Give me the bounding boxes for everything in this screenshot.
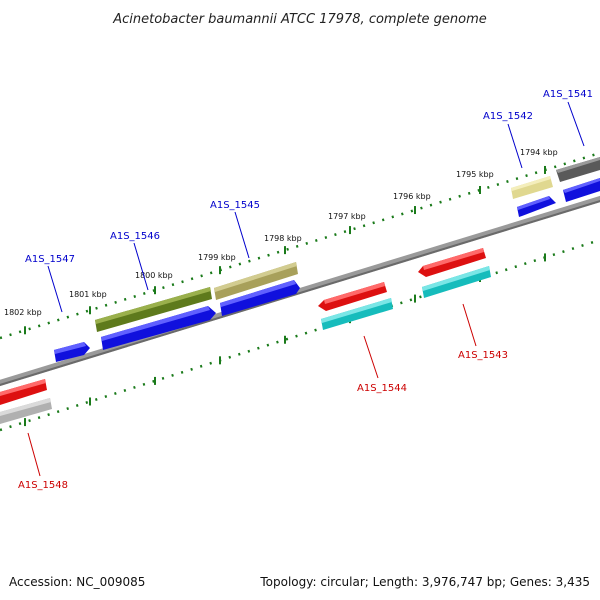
accession-text: Accession: NC_009085 (9, 575, 145, 589)
gene-labels: A1S_1541 A1S_1542 A1S_1545 A1S_1546 A1S_… (18, 89, 593, 491)
tick-label: 1800 kbp (135, 271, 173, 280)
lower-features (0, 248, 491, 424)
feature-blue-1542[interactable] (517, 196, 556, 217)
genome-summary-text: Topology: circular; Length: 3,976,747 bp… (259, 575, 590, 589)
tick-label: 1795 kbp (456, 170, 494, 179)
tick-label: 1799 kbp (198, 253, 236, 262)
tick-label: 1797 kbp (328, 212, 366, 221)
leader-lines (27, 101, 585, 477)
feature-blue-1545[interactable] (220, 280, 300, 316)
gene-label-a1s-1547[interactable]: A1S_1547 (25, 254, 75, 265)
map-title: Acinetobacter baumannii ATCC 17978, comp… (112, 12, 487, 27)
feature-khaki-1542[interactable] (511, 176, 553, 199)
gene-label-a1s-1548[interactable]: A1S_1548 (18, 480, 68, 491)
feature-blue-1546[interactable] (101, 306, 216, 350)
upper-features (54, 157, 600, 362)
gene-label-a1s-1546[interactable]: A1S_1546 (110, 231, 160, 242)
gene-label-a1s-1544[interactable]: A1S_1544 (357, 383, 407, 394)
tick-label: 1794 kbp (520, 148, 558, 157)
gene-label-a1s-1542[interactable]: A1S_1542 (483, 111, 533, 122)
gene-label-a1s-1541[interactable]: A1S_1541 (543, 89, 593, 100)
genome-backbone (0, 195, 600, 387)
tick-label: 1802 kbp (4, 308, 42, 317)
tick-labels: 1802 kbp 1801 kbp 1800 kbp 1799 kbp 1798… (4, 148, 558, 317)
tick-label: 1796 kbp (393, 192, 431, 201)
gene-label-a1s-1543[interactable]: A1S_1543 (458, 350, 508, 361)
tick-label: 1798 kbp (264, 234, 302, 243)
tick-label: 1801 kbp (69, 290, 107, 299)
gene-label-a1s-1545[interactable]: A1S_1545 (210, 200, 260, 211)
